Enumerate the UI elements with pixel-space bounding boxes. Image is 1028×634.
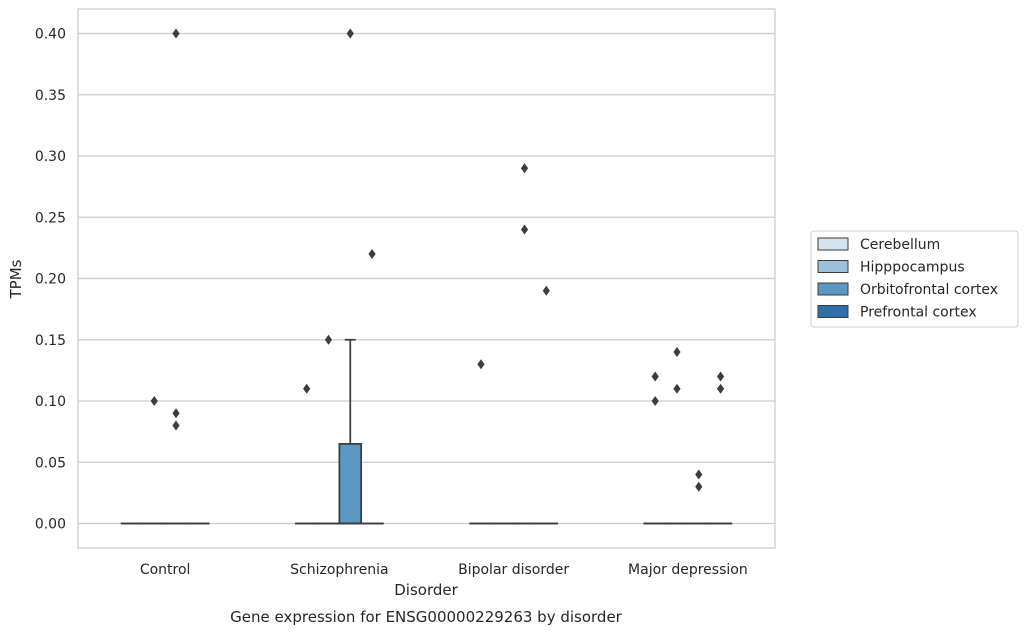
outlier-point bbox=[651, 371, 659, 382]
outlier-point bbox=[324, 334, 333, 345]
x-tick-label: Bipolar disorder bbox=[458, 562, 569, 578]
box bbox=[338, 443, 363, 525]
y-tick-label: 0.05 bbox=[35, 455, 66, 471]
outlier-point bbox=[695, 481, 703, 492]
chart-caption: Gene expression for ENSG00000229263 by d… bbox=[230, 608, 623, 626]
outlier-point bbox=[716, 371, 725, 382]
outlier-point bbox=[172, 420, 180, 431]
y-tick-label: 0.15 bbox=[35, 333, 66, 349]
legend: Cerebellum Hipppocampus Orbitofrontal cort… bbox=[810, 230, 1019, 328]
x-tick-label: Control bbox=[140, 562, 191, 578]
y-tick-label: 0.25 bbox=[35, 210, 66, 226]
y-tick-label: 0.35 bbox=[35, 88, 66, 104]
outlier-point bbox=[542, 285, 550, 296]
outlier-point bbox=[172, 408, 180, 419]
outlier-point bbox=[346, 28, 354, 39]
y-tick-label: 0.00 bbox=[35, 517, 66, 533]
legend-swatch bbox=[817, 282, 849, 296]
outlier-point bbox=[172, 28, 180, 39]
x-tick-label: Schizophrenia bbox=[290, 562, 388, 578]
y-axis-title: TPMs bbox=[7, 259, 25, 299]
y-axis-tick-labels: 0.00 0.05 0.10 0.15 0.20 0.25 0.30 0.35 0.40 bbox=[35, 27, 66, 533]
outlier-point bbox=[520, 163, 529, 174]
outlier-point bbox=[150, 396, 158, 406]
legend-frame bbox=[810, 230, 1019, 328]
x-axis-title: Disorder bbox=[394, 581, 458, 599]
outlier-point bbox=[695, 469, 703, 480]
outlier-point bbox=[651, 396, 659, 406]
outlier-point bbox=[673, 347, 681, 357]
y-tick-label: 0.30 bbox=[35, 149, 66, 165]
box-series bbox=[120, 338, 733, 525]
legend-swatch bbox=[817, 237, 849, 251]
y-tick-label: 0.20 bbox=[35, 272, 66, 288]
outlier-points bbox=[150, 28, 725, 492]
x-axis-tick-labels: Control Schizophrenia Bipolar disorder Majo… bbox=[140, 562, 748, 578]
legend-swatch bbox=[817, 305, 849, 318]
y-tick-label: 0.40 bbox=[35, 27, 66, 43]
outlier-point bbox=[716, 383, 725, 394]
outlier-point bbox=[520, 224, 529, 235]
outlier-point bbox=[477, 359, 485, 370]
x-tick-label: Major depression bbox=[628, 562, 748, 578]
outlier-point bbox=[368, 249, 376, 259]
plot-frame bbox=[77, 8, 776, 549]
legend-label: Hipppocampus bbox=[860, 260, 965, 276]
legend-label: Cerebellum bbox=[860, 237, 940, 253]
legend-label: Orbitofrontal cortex bbox=[860, 282, 998, 298]
legend-label: Prefrontal cortex bbox=[860, 305, 977, 321]
outlier-point bbox=[303, 383, 311, 394]
y-tick-label: 0.10 bbox=[35, 394, 66, 410]
legend-swatch bbox=[817, 260, 849, 273]
outlier-point bbox=[673, 383, 681, 394]
